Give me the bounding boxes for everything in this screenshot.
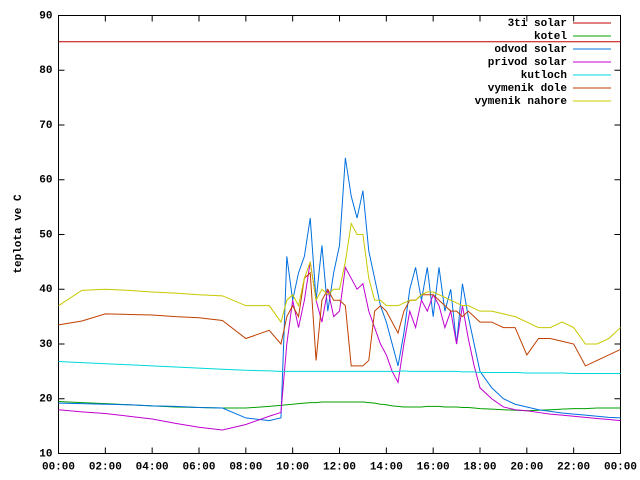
y-tick-label: 70: [39, 120, 52, 132]
x-tick-label: 20:00: [510, 461, 543, 473]
y-tick-label: 90: [39, 10, 52, 22]
x-tick-label: 08:00: [229, 461, 262, 473]
x-tick-label: 12:00: [323, 461, 356, 473]
y-tick-label: 50: [39, 229, 52, 241]
series-line: [58, 157, 621, 422]
y-axis-label: teplota ve C: [13, 194, 25, 274]
legend-label: kotel: [534, 31, 567, 43]
x-tick-label: 04:00: [136, 461, 169, 473]
series-line: [58, 271, 621, 367]
y-tick-label: 40: [39, 284, 52, 296]
x-tick-label: 00:00: [42, 461, 75, 473]
y-tick-label: 10: [39, 448, 52, 460]
x-tick-label: 18:00: [463, 461, 496, 473]
series-line: [58, 400, 621, 412]
series-line: [58, 221, 621, 345]
legend-label: 3ti solar: [508, 18, 567, 30]
y-tick-label: 80: [39, 65, 52, 77]
x-tick-label: 02:00: [89, 461, 122, 473]
series-line: [58, 261, 621, 431]
x-tick-label: 06:00: [182, 461, 215, 473]
series-line: [58, 361, 621, 375]
x-tick-label: 16:00: [417, 461, 450, 473]
x-tick-label: 10:00: [276, 461, 309, 473]
x-tick-label: 14:00: [370, 461, 403, 473]
legend-label: odvod solar: [494, 44, 567, 56]
legend-label: kutloch: [521, 70, 567, 82]
legend-label: privod solar: [488, 57, 567, 69]
legend-label: vymenik dole: [488, 83, 568, 95]
x-tick-label: 22:00: [557, 461, 590, 473]
legend-label: vymenik nahore: [475, 96, 568, 108]
y-tick-label: 20: [39, 394, 52, 406]
x-tick-label: 00:00: [604, 461, 637, 473]
y-tick-label: 60: [39, 175, 52, 187]
y-tick-label: 30: [39, 339, 52, 351]
